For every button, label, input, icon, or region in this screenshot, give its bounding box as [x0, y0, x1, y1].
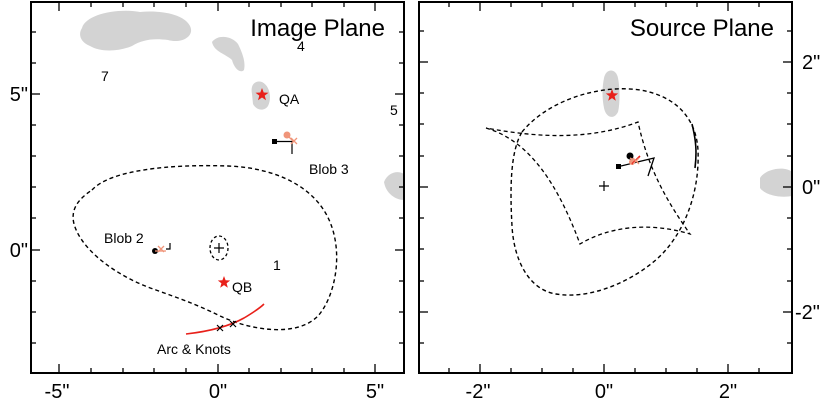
label-blob-2: Blob 2 [104, 230, 144, 246]
caustic-solid-segment [691, 123, 697, 169]
source-x-tick-label: 0" [595, 381, 613, 403]
source-x-tick-label: -2" [466, 381, 491, 403]
source-y-tick-label: -2" [795, 302, 820, 324]
blob-3-markers [272, 131, 298, 154]
label-n1: 1 [273, 257, 281, 273]
caustic-ellipse [510, 88, 699, 296]
label-n7: 7 [101, 68, 109, 84]
critical-curve-outer [72, 164, 338, 331]
source-x-tick-label: 2" [719, 381, 737, 403]
label-n5: 5 [390, 102, 398, 118]
caustic-astroid [485, 121, 692, 245]
blob-2-markers [152, 243, 171, 254]
image-plane-frame [30, 1, 405, 374]
source-plane-panel: Source Plane -2" 0" 2" 2" 0" -2" [418, 1, 820, 403]
image-plane-y-ticks [31, 31, 404, 344]
quasar-a-star [255, 88, 269, 101]
label-qa: QA [279, 91, 300, 107]
knot-1 [216, 324, 224, 332]
source-plane-frame [418, 1, 793, 374]
source-y-tick-label: 0" [802, 177, 820, 199]
image-y-tick-label: 5" [10, 84, 28, 106]
image-x-tick-label: 5" [366, 381, 384, 403]
label-n4: 4 [297, 38, 305, 54]
galaxy-blob-right-edge [384, 172, 404, 200]
source-plane-x-ticks [448, 2, 760, 373]
critical-curve-inner [209, 235, 229, 261]
image-plane-x-ticks [58, 2, 376, 373]
source-plane-y-ticks [419, 30, 792, 344]
arc [185, 303, 265, 335]
source-plane-title: Source Plane [630, 15, 774, 42]
image-plane-panel: Image Plane QA QB Blob 2 Blob 3 Arc & Kn… [10, 1, 405, 403]
galaxy-blob-source-right [760, 168, 792, 197]
center-cross-image [214, 243, 224, 253]
galaxy-blob-top-left [80, 10, 192, 51]
image-x-tick-label: 0" [209, 381, 227, 403]
source-y-tick-label: 2" [802, 52, 820, 74]
label-qb: QB [232, 279, 252, 295]
center-cross-source [599, 181, 609, 191]
galaxy-blob-top-mid [212, 36, 245, 72]
blob-source-markers [616, 152, 655, 177]
image-plane-title: Image Plane [250, 15, 385, 42]
label-arc-knots: Arc & Knots [157, 341, 231, 357]
image-y-tick-label: 0" [10, 240, 28, 262]
quasar-b-star [217, 276, 231, 288]
image-x-tick-label: -5" [45, 381, 70, 403]
quasar-source-star [605, 89, 619, 101]
knot-2 [229, 320, 237, 328]
label-blob-3: Blob 3 [309, 161, 349, 177]
